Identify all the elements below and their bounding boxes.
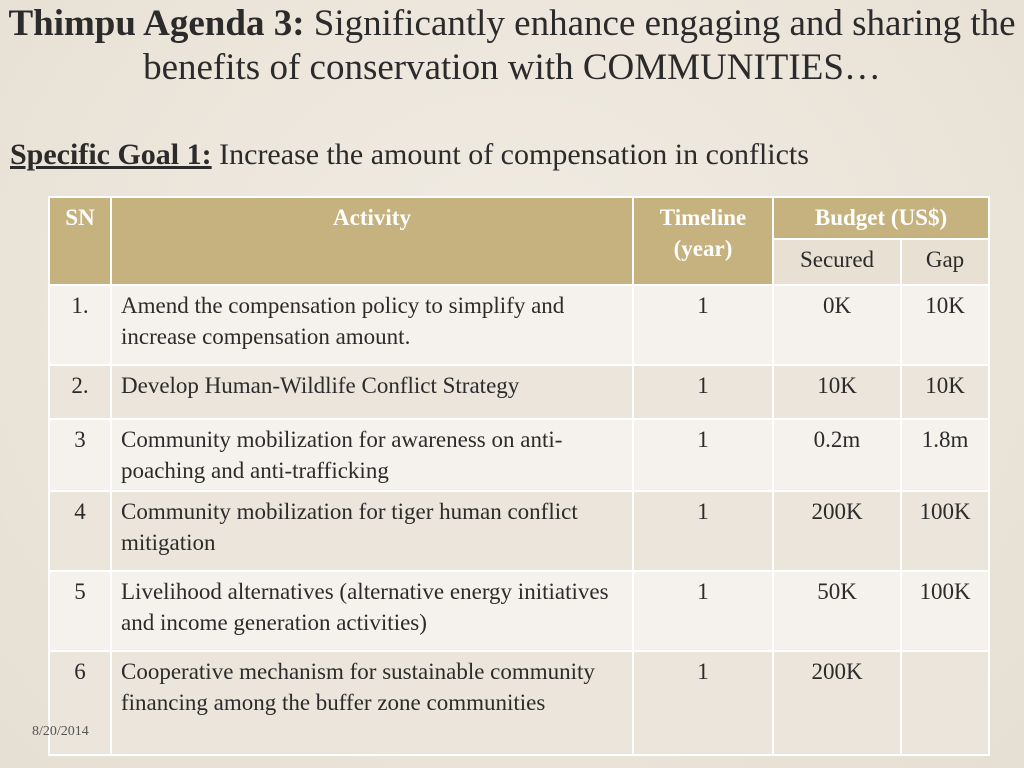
cell-activity: Livelihood alternatives (alternative ene…: [110, 570, 634, 652]
cell-activity: Develop Human-Wildlife Conflict Strategy: [110, 364, 634, 420]
cell-timeline: 1: [632, 490, 774, 572]
header-gap: Gap: [899, 238, 991, 286]
cell-timeline: 1: [632, 650, 774, 756]
cell-timeline: 1: [632, 364, 774, 420]
cell-gap: [899, 650, 991, 756]
goal-label: Specific Goal 1:: [10, 138, 212, 171]
table-row: 5 Livelihood alternatives (alternative e…: [48, 570, 991, 652]
activity-table: SN Activity Timeline (year) Budget (US$)…: [48, 196, 991, 756]
table-row: 4 Community mobilization for tiger human…: [48, 490, 991, 572]
cell-sn: 6: [48, 650, 112, 756]
slide-title-text: Significantly enhance engaging and shari…: [143, 3, 1016, 88]
cell-gap: 100K: [899, 490, 991, 572]
cell-sn: 3: [48, 418, 112, 492]
slide-date: 8/20/2014: [32, 724, 89, 739]
cell-secured: 200K: [772, 650, 902, 756]
cell-gap: 10K: [899, 364, 991, 420]
cell-secured: 0K: [772, 284, 902, 366]
table-row: 2. Develop Human-Wildlife Conflict Strat…: [48, 364, 991, 420]
header-timeline: Timeline (year): [632, 196, 774, 286]
cell-sn: 1.: [48, 284, 112, 366]
slide-title: Thimpu Agenda 3: Significantly enhance e…: [0, 2, 1024, 90]
cell-sn: 4: [48, 490, 112, 572]
cell-sn: 5: [48, 570, 112, 652]
table-row: 3 Community mobilization for awareness o…: [48, 418, 991, 492]
cell-timeline: 1: [632, 570, 774, 652]
cell-activity: Community mobilization for awareness on …: [110, 418, 634, 492]
header-sn: SN: [48, 196, 112, 286]
slide-title-bold: Thimpu Agenda 3:: [8, 3, 305, 44]
table-row: 1. Amend the compensation policy to simp…: [48, 284, 991, 366]
cell-gap: 100K: [899, 570, 991, 652]
cell-secured: 0.2m: [772, 418, 902, 492]
cell-activity: Cooperative mechanism for sustainable co…: [110, 650, 634, 756]
cell-gap: 1.8m: [899, 418, 991, 492]
cell-activity: Amend the compensation policy to simplif…: [110, 284, 634, 366]
cell-activity: Community mobilization for tiger human c…: [110, 490, 634, 572]
goal-text: Increase the amount of compensation in c…: [219, 138, 809, 171]
table-row: 6 Cooperative mechanism for sustainable …: [48, 650, 991, 756]
cell-secured: 200K: [772, 490, 902, 572]
cell-gap: 10K: [899, 284, 991, 366]
header-activity: Activity: [110, 196, 634, 286]
cell-sn: 2.: [48, 364, 112, 420]
header-secured: Secured: [772, 238, 902, 286]
goal-heading: Specific Goal 1: Increase the amount of …: [10, 136, 1020, 174]
cell-secured: 50K: [772, 570, 902, 652]
header-budget: Budget (US$): [771, 196, 991, 240]
cell-timeline: 1: [632, 284, 774, 366]
cell-secured: 10K: [772, 364, 902, 420]
cell-timeline: 1: [632, 418, 774, 492]
